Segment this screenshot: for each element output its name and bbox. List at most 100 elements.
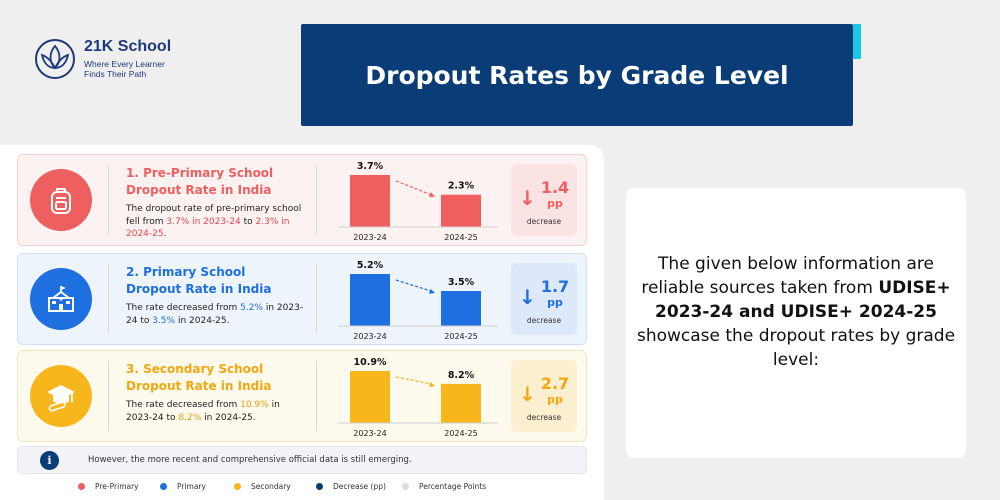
category-tick-label: 2023-24 bbox=[353, 429, 386, 438]
bar-chart-primary: 5.2% 2023-24 3.5% 2024-25 bbox=[328, 254, 518, 346]
down-arrow-icon: ↓ bbox=[519, 285, 536, 309]
desc-highlight: 2.3% in 2024-25 bbox=[126, 216, 290, 240]
source-text: The given below information are reliable… bbox=[636, 252, 956, 372]
row-description: The rate decreased from 5.2% in 2023-24 … bbox=[126, 302, 308, 327]
desc-text: in 2024-25. bbox=[201, 412, 256, 423]
desc-highlight: 10.9% bbox=[240, 400, 269, 410]
legend-item: Percentage Points bbox=[402, 482, 486, 491]
row-divider bbox=[316, 361, 317, 431]
trend-arrow bbox=[395, 180, 432, 196]
decrease-badge: ↓ 1.7 pp decrease bbox=[511, 263, 577, 335]
decrease-value: 1.7 bbox=[540, 277, 570, 296]
backpack-icon-circle bbox=[30, 169, 92, 231]
legend-label: Percentage Points bbox=[419, 482, 487, 491]
legend: Pre-Primary Primary Secondary Decrease (… bbox=[60, 482, 580, 494]
brand-name: 21K School bbox=[84, 38, 172, 55]
decrease-value: 2.7 bbox=[540, 374, 570, 393]
bar-chart-pre-primary: 3.7% 2023-24 2.3% 2024-25 bbox=[328, 155, 518, 247]
source-text-part: The given below information are reliable… bbox=[641, 254, 934, 298]
title-accent-bar bbox=[853, 24, 861, 59]
trend-arrow bbox=[395, 279, 432, 292]
down-arrow-icon: ↓ bbox=[519, 186, 536, 210]
legend-item: Secondary bbox=[234, 482, 291, 491]
bar-value-label: 8.2% bbox=[448, 370, 475, 381]
legend-dot bbox=[78, 483, 85, 490]
legend-label: Pre-Primary bbox=[95, 482, 139, 491]
row-divider bbox=[316, 165, 317, 235]
bar-chart-secondary: 10.9% 2023-24 8.2% 2024-25 bbox=[328, 351, 518, 443]
trend-arrow bbox=[395, 376, 432, 385]
decrease-badge: ↓ 1.4 pp decrease bbox=[511, 164, 577, 236]
bar-2024-25 bbox=[441, 383, 481, 423]
school-building-icon bbox=[48, 286, 74, 312]
bar-value-label: 5.2% bbox=[357, 260, 384, 271]
decrease-badge: ↓ 2.7 pp decrease bbox=[511, 360, 577, 432]
desc-text: The rate decreased from bbox=[126, 303, 241, 313]
row-title: 1. Pre-Primary School Dropout Rate in In… bbox=[126, 166, 274, 197]
category-tick-label: 2024-25 bbox=[444, 233, 477, 242]
row-description: The dropout rate of pre-primary school f… bbox=[126, 203, 308, 241]
row-title: 2. Primary School Dropout Rate in India bbox=[126, 265, 272, 296]
info-icon: i bbox=[40, 451, 59, 470]
legend-label: Primary bbox=[177, 482, 206, 491]
source-text-part: showcase the dropout rates by grade leve… bbox=[636, 326, 956, 370]
row-divider bbox=[108, 264, 109, 334]
desc-highlight: 8.2% bbox=[178, 412, 202, 423]
trend-arrowhead bbox=[429, 288, 435, 294]
bar-2024-25 bbox=[441, 291, 481, 326]
brand-tagline: Where Every Learner Finds Their Path bbox=[84, 59, 165, 79]
row-secondary: 3. Secondary School Dropout Rate in Indi… bbox=[17, 350, 587, 442]
desc-highlight: 5.2% bbox=[240, 303, 263, 313]
row-divider bbox=[108, 165, 109, 235]
desc-text: in 2024-25. bbox=[175, 315, 230, 326]
down-arrow-icon: ↓ bbox=[519, 382, 536, 406]
school-icon-circle bbox=[30, 268, 92, 330]
desc-text: . bbox=[163, 229, 167, 239]
legend-item: Decrease (pp) bbox=[316, 482, 386, 491]
bar-value-label: 3.5% bbox=[448, 277, 475, 288]
desc-text: in 2023-24 to bbox=[126, 400, 280, 423]
decrease-unit: pp bbox=[547, 296, 563, 309]
row-pre-primary: 1. Pre-Primary School Dropout Rate in In… bbox=[17, 154, 587, 246]
legend-item: Pre-Primary bbox=[78, 482, 139, 491]
desc-highlight: 3.5% bbox=[152, 315, 176, 326]
bar-value-label: 2.3% bbox=[448, 181, 475, 192]
bar-2023-24 bbox=[350, 371, 390, 423]
row-divider bbox=[108, 361, 109, 431]
desc-highlight: 3.7% in 2023-24 bbox=[166, 216, 241, 227]
title-banner: Dropout Rates by Grade Level bbox=[301, 24, 853, 126]
row-title: 3. Secondary School Dropout Rate in Indi… bbox=[126, 362, 272, 393]
category-tick-label: 2023-24 bbox=[353, 233, 386, 242]
legend-label: Secondary bbox=[251, 482, 291, 491]
trend-arrowhead bbox=[429, 382, 435, 388]
row-description: The rate decreased from 10.9% in 2023-24… bbox=[126, 399, 308, 424]
row-primary: 2. Primary School Dropout Rate in India … bbox=[17, 253, 587, 345]
note-text: However, the more recent and comprehensi… bbox=[88, 455, 412, 465]
desc-text: The rate decreased from bbox=[126, 400, 241, 410]
decrease-unit: pp bbox=[547, 197, 563, 210]
backpack-icon bbox=[51, 188, 71, 214]
category-tick-label: 2023-24 bbox=[353, 332, 386, 341]
decrease-label: decrease bbox=[526, 316, 562, 325]
decrease-label: decrease bbox=[526, 413, 562, 422]
cap-icon-circle bbox=[30, 365, 92, 427]
bar-2023-24 bbox=[350, 175, 390, 227]
decrease-value: 1.4 bbox=[540, 178, 570, 197]
desc-text: in 2023-24 to bbox=[126, 303, 304, 326]
bar-2024-25 bbox=[441, 194, 481, 227]
row-divider bbox=[316, 264, 317, 334]
info-note: i However, the more recent and comprehen… bbox=[17, 446, 587, 474]
source-text-bold: UDISE+ 2023-24 and UDISE+ 2024-25 bbox=[655, 278, 951, 322]
category-tick-label: 2024-25 bbox=[444, 429, 477, 438]
source-card: The given below information are reliable… bbox=[626, 188, 966, 458]
bar-2023-24 bbox=[350, 274, 390, 326]
legend-label: Decrease (pp) bbox=[333, 482, 386, 491]
brand-logo: 21K School Where Every Learner Finds The… bbox=[34, 36, 194, 84]
legend-dot bbox=[160, 483, 167, 490]
graduation-cap-icon bbox=[47, 385, 75, 412]
legend-dot bbox=[316, 483, 323, 490]
category-tick-label: 2024-25 bbox=[444, 332, 477, 341]
legend-dot bbox=[402, 483, 409, 490]
bar-value-label: 3.7% bbox=[357, 161, 384, 172]
desc-text: The dropout rate of pre-primary school f… bbox=[126, 204, 302, 227]
